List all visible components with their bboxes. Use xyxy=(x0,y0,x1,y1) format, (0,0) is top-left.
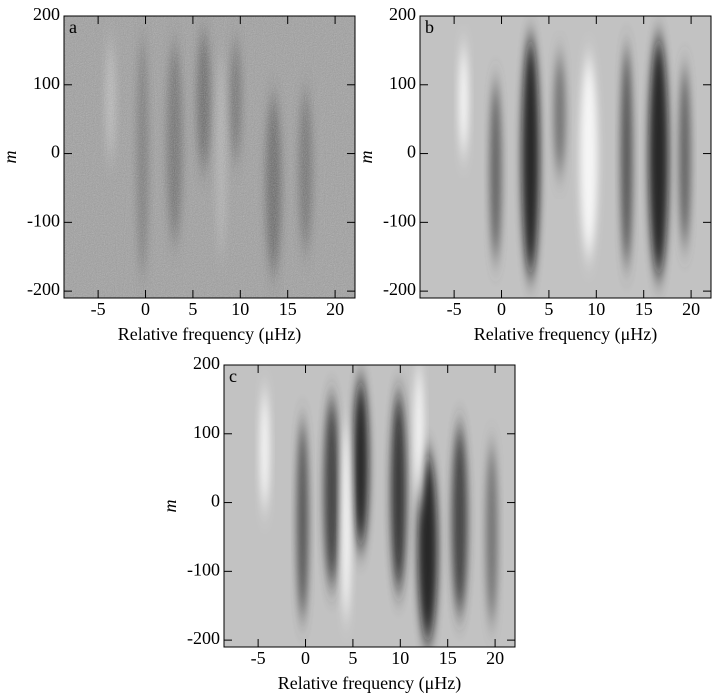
panel-label: b xyxy=(425,17,434,37)
x-axis-label: Relative frequency (μHz) xyxy=(278,673,462,694)
heatmap-stripe xyxy=(323,396,340,587)
y-tick-label: 0 xyxy=(51,142,60,162)
y-tick-label: 100 xyxy=(389,73,416,93)
x-tick-label: 20 xyxy=(682,299,700,319)
heatmap-stripe xyxy=(489,81,502,262)
heatmap-stripe xyxy=(390,391,407,592)
y-tick-label: 0 xyxy=(211,491,220,511)
y-axis-label: m xyxy=(160,500,180,513)
heatmap-stripe xyxy=(485,444,498,625)
x-tick-label: 15 xyxy=(635,299,653,319)
y-tick-label: -100 xyxy=(383,210,416,230)
heatmap-stripe xyxy=(417,453,438,644)
x-tick-label: 0 xyxy=(301,648,310,668)
plot-frame xyxy=(63,15,356,299)
x-tick-label: 5 xyxy=(348,648,357,668)
y-tick-label: 200 xyxy=(193,353,220,373)
heatmap-stripe xyxy=(296,420,309,621)
y-tick-label: 0 xyxy=(407,142,416,162)
x-tick-label: 0 xyxy=(141,299,150,319)
heatmap-image xyxy=(420,16,711,298)
heatmap-stripe xyxy=(648,37,669,277)
x-tick-label: 10 xyxy=(231,299,249,319)
y-tick-label: 100 xyxy=(193,422,220,442)
heatmap-image xyxy=(64,16,355,298)
y-tick-label: -200 xyxy=(27,279,60,299)
x-tick-label: 5 xyxy=(188,299,197,319)
y-tick-label: -100 xyxy=(187,559,220,579)
heatmap-stripe xyxy=(678,67,691,247)
panel-label: c xyxy=(229,366,237,386)
heatmap-stripe xyxy=(413,365,424,506)
heatmap-stripe xyxy=(458,45,469,156)
x-tick-label: 5 xyxy=(544,299,553,319)
heatmap-stripe xyxy=(341,420,352,621)
y-tick-label: -200 xyxy=(383,279,416,299)
plot-frame xyxy=(223,364,516,648)
heatmap-stripe xyxy=(521,37,540,277)
panel: -5 0 5 10 15 20 -200 -100 0 100 200 c Relative frequ… xyxy=(160,353,516,694)
x-tick-label: 10 xyxy=(587,299,605,319)
x-tick-label: 15 xyxy=(439,648,457,668)
y-tick-label: 200 xyxy=(33,4,60,24)
panel-label: a xyxy=(69,17,77,37)
heatmap-stripe xyxy=(451,425,468,616)
plot-frame xyxy=(419,15,712,299)
heatmap-stripe xyxy=(579,57,598,257)
x-tick-label: 20 xyxy=(326,299,344,319)
x-tick-label: -5 xyxy=(251,648,266,668)
y-axis-label: m xyxy=(0,151,20,164)
x-tick-label: 15 xyxy=(279,299,297,319)
x-tick-label: -5 xyxy=(447,299,462,319)
heatmap-stripe xyxy=(352,378,369,549)
x-tick-label: -5 xyxy=(91,299,106,319)
heatmap-noise xyxy=(64,16,355,298)
y-tick-label: -200 xyxy=(187,628,220,648)
y-axis-label: m xyxy=(356,151,376,164)
panel: -5 0 5 10 15 20 -200 -100 0 100 200 b Relative frequ… xyxy=(356,4,712,345)
panel: -5 0 5 10 15 20 -200 -100 0 100 200 a Relative frequ… xyxy=(0,4,356,345)
x-tick-label: 10 xyxy=(391,648,409,668)
heatmap-stripe xyxy=(620,47,633,267)
x-axis-label: Relative frequency (μHz) xyxy=(118,324,302,345)
x-axis-label: Relative frequency (μHz) xyxy=(474,324,658,345)
heatmap-stripe xyxy=(259,389,270,510)
y-tick-label: 100 xyxy=(33,73,60,93)
x-tick-label: 0 xyxy=(497,299,506,319)
y-tick-label: -100 xyxy=(27,210,60,230)
heatmap-image xyxy=(224,365,515,647)
x-tick-label: 20 xyxy=(486,648,504,668)
y-tick-label: 200 xyxy=(389,4,416,24)
heatmap-stripe xyxy=(553,54,566,175)
